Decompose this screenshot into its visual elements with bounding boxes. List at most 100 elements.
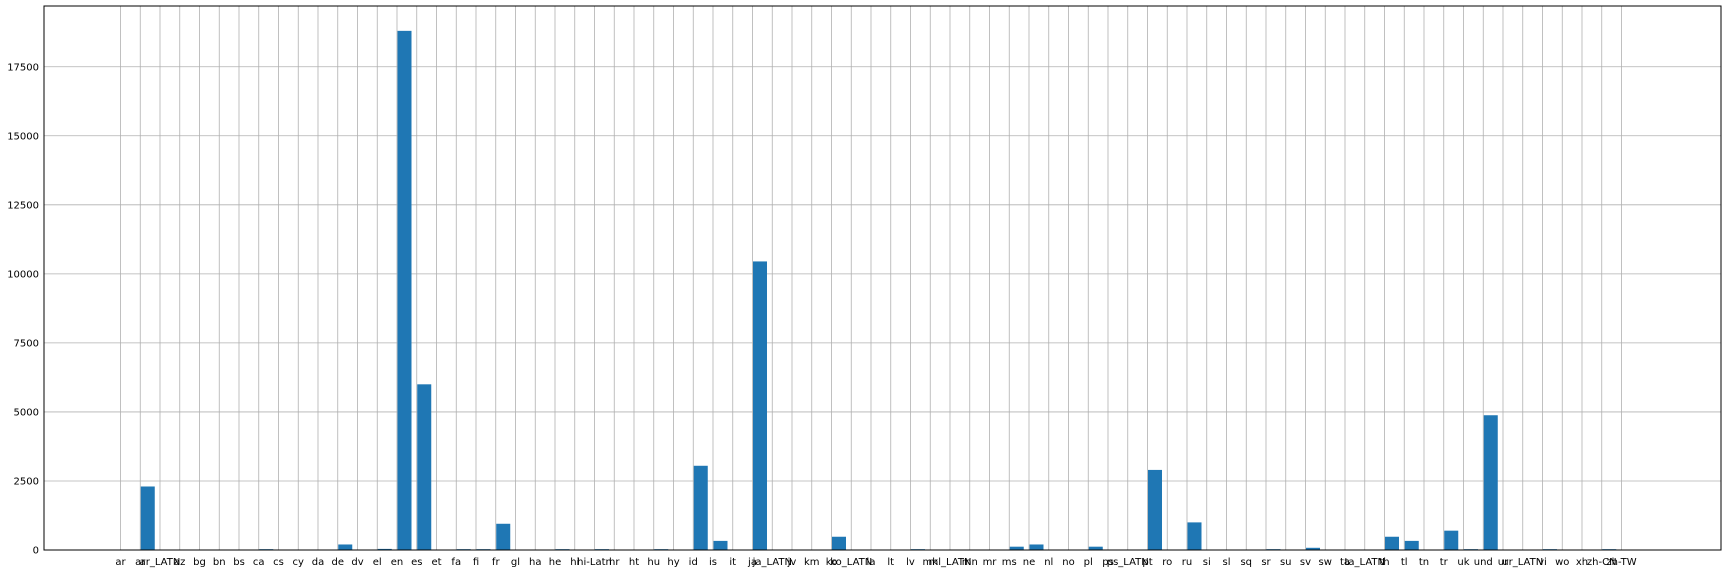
x-tick-label: km bbox=[804, 557, 820, 568]
x-tick-label: lt bbox=[887, 557, 894, 568]
x-tick-label: wo bbox=[1555, 557, 1569, 568]
bar-ms bbox=[1009, 546, 1024, 550]
x-tick-label: ps bbox=[1102, 557, 1114, 568]
y-tick-label: 0 bbox=[33, 546, 39, 557]
x-tick-label: tl bbox=[1401, 557, 1408, 568]
x-tick-label: ur bbox=[1498, 557, 1509, 568]
y-tick-labels: 0 2500 5000 7500 10000 12500 15000 17500 bbox=[7, 62, 39, 556]
x-tick-label: cy bbox=[293, 557, 304, 568]
x-tick-label: el bbox=[373, 557, 382, 568]
x-tick-label: ms bbox=[1002, 557, 1017, 568]
x-tick-label: es bbox=[411, 557, 422, 568]
x-tick-label: mn bbox=[962, 557, 978, 568]
x-tick-label: fa bbox=[451, 557, 461, 568]
x-tick-label: jv bbox=[787, 557, 797, 568]
x-tick-label: hi-Latn bbox=[577, 557, 612, 568]
x-tick-label: ru bbox=[1182, 557, 1192, 568]
y-tick-label: 15000 bbox=[7, 131, 39, 142]
plot-area-frame bbox=[43, 5, 1722, 551]
x-tick-label: zh-CN bbox=[1587, 557, 1617, 568]
x-tick-label: hu bbox=[647, 557, 660, 568]
x-tick-label: hr bbox=[609, 557, 620, 568]
x-tick-label: bn bbox=[213, 557, 226, 568]
bar-el bbox=[377, 548, 392, 550]
x-tick-label: ja_LATN bbox=[752, 557, 792, 568]
x-tick-label: cs bbox=[273, 557, 284, 568]
bar-tl bbox=[1404, 540, 1419, 550]
x-tick-label: fr bbox=[492, 557, 501, 568]
x-tick-label: no bbox=[1062, 557, 1074, 568]
x-tick-label: ar_LATN bbox=[140, 557, 181, 568]
x-tick-label: sl bbox=[1223, 557, 1231, 568]
x-tick-label: ne bbox=[1023, 557, 1036, 568]
x-tick-label: bg bbox=[193, 557, 206, 568]
x-grid bbox=[120, 6, 1622, 550]
x-tick-label: is bbox=[709, 557, 717, 568]
x-tick-label: ps_LATN bbox=[1107, 557, 1149, 568]
x-tick-label: mr bbox=[983, 557, 998, 568]
x-tick-label: ca bbox=[253, 557, 265, 568]
bar-pt bbox=[1148, 469, 1162, 550]
x-tick-label: da bbox=[312, 557, 324, 568]
x-tick-label: sv bbox=[1300, 557, 1311, 568]
bar-id bbox=[693, 465, 708, 550]
bar-is bbox=[713, 540, 728, 550]
x-tick-label: az bbox=[174, 557, 185, 568]
x-tick-label: th bbox=[1379, 557, 1389, 568]
x-tick-label: dv bbox=[351, 557, 363, 568]
y-tick-label: 17500 bbox=[7, 62, 39, 73]
x-tick-label: ja bbox=[747, 557, 757, 568]
x-tick-label: ko bbox=[826, 557, 838, 568]
x-tick-label: tn bbox=[1419, 557, 1429, 568]
x-tick-label: sw bbox=[1319, 557, 1332, 568]
x-tick-label: nl bbox=[1044, 557, 1053, 568]
bar-de bbox=[338, 544, 353, 550]
y-tick-label: 2500 bbox=[14, 476, 39, 487]
x-tick-label: sr bbox=[1261, 557, 1271, 568]
x-tick-label: fi bbox=[473, 557, 479, 568]
bar-ko bbox=[832, 536, 846, 550]
x-tick-label: uk bbox=[1457, 557, 1469, 568]
y-tick-label: 5000 bbox=[14, 407, 39, 418]
y-tick-label: 7500 bbox=[14, 338, 39, 349]
bar-ar bbox=[140, 486, 155, 550]
x-tick-label: und bbox=[1474, 557, 1493, 568]
x-tick-label: bs bbox=[233, 557, 245, 568]
x-tick-label: he bbox=[549, 557, 562, 568]
x-tick-label: de bbox=[332, 557, 345, 568]
bar-pl bbox=[1088, 546, 1103, 550]
x-tick-label: la bbox=[867, 557, 876, 568]
x-tick-label: ta bbox=[1340, 557, 1350, 568]
y-grid bbox=[44, 66, 1721, 551]
x-tick-label: ar bbox=[115, 557, 126, 568]
bar-th bbox=[1385, 536, 1399, 550]
bar-sv bbox=[1306, 547, 1320, 550]
x-tick-label: sq bbox=[1240, 557, 1252, 568]
bar-es bbox=[417, 384, 432, 550]
x-tick-label: ta_LATN bbox=[1344, 557, 1385, 568]
x-tick-label: vi bbox=[1538, 557, 1547, 568]
y-tick-label: 12500 bbox=[7, 200, 39, 211]
x-tick-label: en bbox=[391, 557, 404, 568]
x-tick-label: pl bbox=[1084, 557, 1093, 568]
x-tick-label: gl bbox=[511, 557, 520, 568]
bar-en bbox=[397, 30, 412, 551]
x-tick-label: hi bbox=[570, 557, 579, 568]
x-tick-label: ro bbox=[1162, 557, 1172, 568]
bars bbox=[140, 30, 1617, 551]
bar-ja bbox=[753, 261, 767, 550]
x-tick-label: xh bbox=[1576, 557, 1588, 568]
x-tick-label: ha bbox=[529, 557, 541, 568]
x-tick-label: hy bbox=[667, 557, 679, 568]
x-tick-label: pt bbox=[1142, 557, 1152, 568]
y-tick-label: 10000 bbox=[7, 269, 39, 280]
bar-ne bbox=[1029, 544, 1044, 550]
bar-und bbox=[1483, 415, 1498, 550]
x-tick-label: it bbox=[729, 557, 736, 568]
x-tick-label: et bbox=[431, 557, 441, 568]
x-tick-label: si bbox=[1203, 557, 1211, 568]
x-tick-label: lv bbox=[906, 557, 915, 568]
x-tick-label: ur_LATN bbox=[1502, 557, 1543, 568]
x-tick-label: tr bbox=[1440, 557, 1449, 568]
